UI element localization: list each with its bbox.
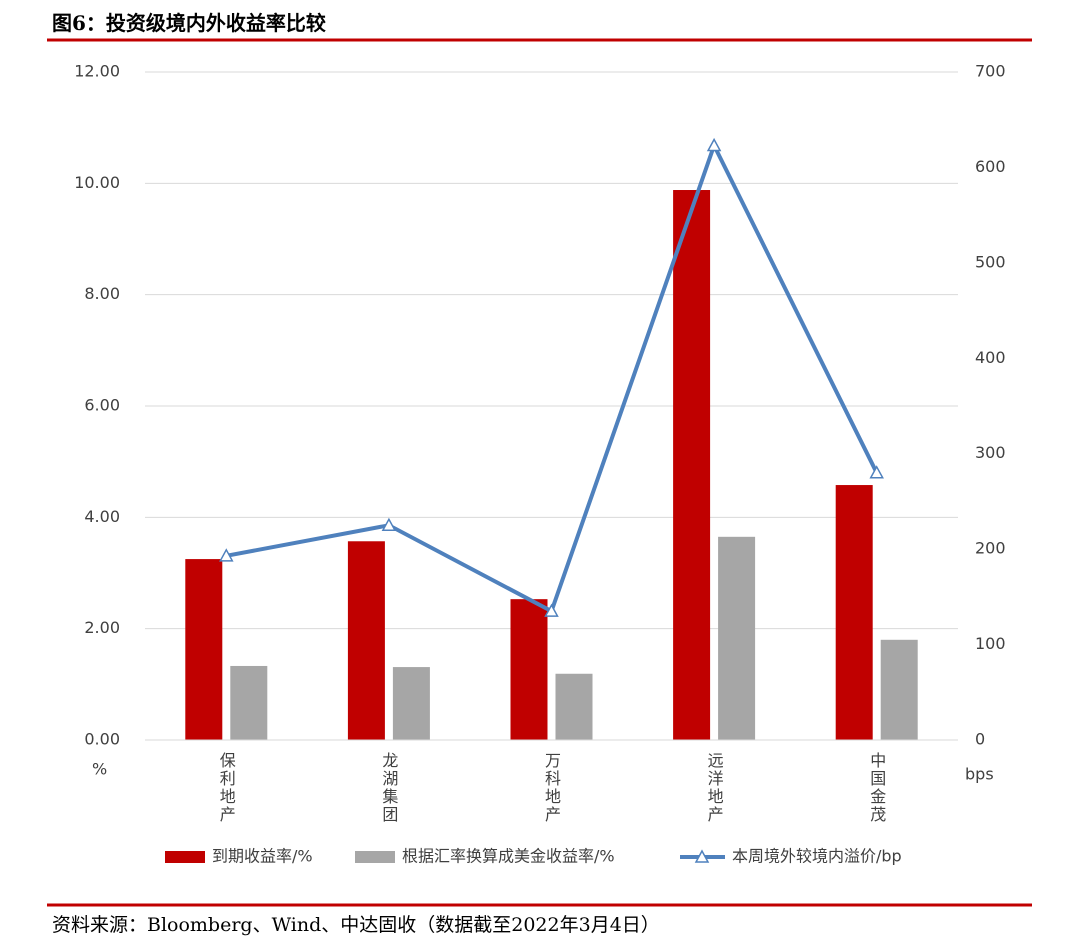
y2-tick-label: 400 — [975, 348, 1006, 367]
y-tick-label: 2.00 — [84, 618, 120, 637]
bar — [347, 541, 385, 740]
bar — [230, 665, 268, 740]
bar — [880, 639, 918, 740]
y2-tick-label: 500 — [975, 252, 1006, 271]
source-note: 资料来源：Bloomberg、Wind、中达固收（数据截至2022年3月4日） — [52, 914, 660, 936]
y2-tick-label: 700 — [975, 62, 1006, 81]
y-tick-label: 10.00 — [74, 173, 120, 192]
legend-swatch — [165, 851, 205, 863]
bar — [673, 190, 711, 741]
x-tick-label: 中国金茂 — [867, 752, 886, 824]
x-tick-label: 保利地产 — [217, 752, 236, 824]
chart-title: 图6：投资级境内外收益率比较 — [52, 11, 326, 35]
legend-swatch — [355, 851, 395, 863]
bar — [510, 599, 548, 740]
bar — [718, 536, 756, 740]
bar — [555, 673, 593, 740]
bar — [185, 559, 223, 740]
legend-label: 到期收益率/% — [212, 847, 313, 866]
y-tick-label: 6.00 — [84, 396, 120, 415]
legend-label: 本周境外较境内溢价/bp — [732, 847, 902, 866]
x-tick-label: 龙湖集团 — [379, 752, 398, 824]
y-tick-label: 0.00 — [84, 730, 120, 749]
line-marker — [544, 603, 559, 617]
legend-marker — [694, 849, 710, 863]
line-marker — [219, 548, 234, 562]
legend-label: 根据汇率换算成美金收益率/% — [402, 847, 615, 866]
bar — [392, 667, 430, 740]
line-marker — [706, 137, 722, 152]
y2-tick-label: 200 — [975, 539, 1006, 558]
x-tick-label: 万科地产 — [542, 752, 561, 824]
y2-axis-unit: bps — [965, 765, 994, 784]
line-marker — [381, 517, 397, 532]
bar — [835, 485, 873, 740]
y-axis-unit: % — [92, 760, 107, 779]
y-tick-label: 4.00 — [84, 507, 120, 526]
y2-tick-label: 600 — [975, 157, 1006, 176]
x-tick-label: 远洋地产 — [705, 752, 724, 824]
line-marker — [869, 465, 884, 479]
y-tick-label: 8.00 — [84, 284, 120, 303]
y-tick-label: 12.00 — [74, 62, 120, 81]
y2-tick-label: 100 — [975, 634, 1006, 653]
y2-tick-label: 0 — [975, 730, 985, 749]
line — [225, 140, 879, 615]
y2-tick-label: 300 — [975, 443, 1006, 462]
